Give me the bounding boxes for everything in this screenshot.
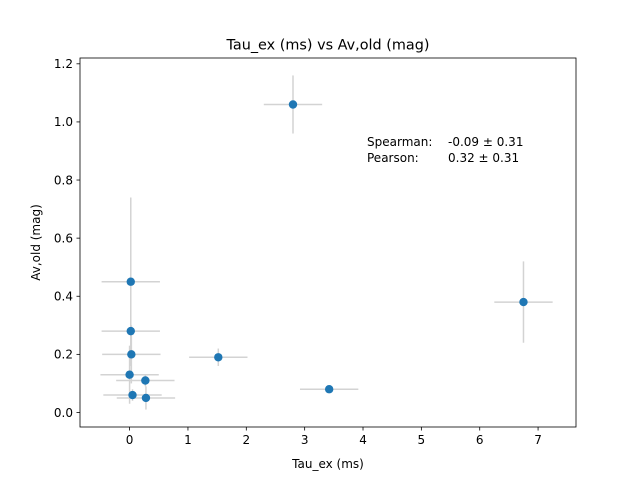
x-axis-label: Tau_ex (ms): [291, 457, 364, 471]
data-point: [141, 376, 150, 385]
x-tick-label: 5: [418, 433, 426, 447]
x-tick-label: 1: [184, 433, 192, 447]
pearson-value: 0.32 ± 0.31: [448, 151, 519, 165]
marker-layer: [125, 100, 528, 403]
y-axis-label: Av,old (mag): [29, 204, 43, 281]
data-point: [127, 350, 136, 359]
data-point: [141, 393, 151, 403]
x-axis: 0 1 2 3 4 5 6 7: [126, 427, 542, 447]
plot-frame: [79, 57, 577, 428]
x-tick-label: 3: [301, 433, 309, 447]
pearson-label: Pearson:: [367, 151, 419, 165]
data-point: [126, 326, 135, 336]
y-tick-label: 1.0: [54, 115, 73, 129]
y-tick-label: 0.8: [54, 173, 73, 187]
y-tick-label: 0.6: [54, 231, 73, 245]
chart-title: Tau_ex (ms) vs Av,old (mag): [226, 38, 430, 54]
spearman-value: -0.09 ± 0.31: [448, 135, 523, 149]
data-point: [288, 100, 298, 109]
data-point: [128, 390, 137, 400]
data-point: [125, 370, 134, 379]
y-tick-label: 0.2: [54, 348, 73, 362]
y-tick-label: 1.2: [54, 57, 73, 71]
data-point: [324, 385, 334, 394]
data-point: [519, 297, 528, 307]
y-axis: 0.0 0.2 0.4 0.6 0.8 1.0 1.2: [54, 57, 80, 420]
y-tick-label: 0.0: [54, 406, 73, 420]
x-tick-label: 6: [476, 433, 484, 447]
data-point: [126, 277, 135, 286]
correlation-annotation: Spearman: -0.09 ± 0.31 Pearson: 0.32 ± 0…: [367, 135, 523, 165]
x-tick-label: 4: [359, 433, 367, 447]
y-tick-label: 0.4: [54, 290, 73, 304]
x-tick-label: 7: [534, 433, 542, 447]
x-tick-label: 0: [126, 433, 134, 447]
data-point: [214, 353, 223, 362]
spearman-label: Spearman:: [367, 135, 432, 149]
x-tick-label: 2: [242, 433, 250, 447]
